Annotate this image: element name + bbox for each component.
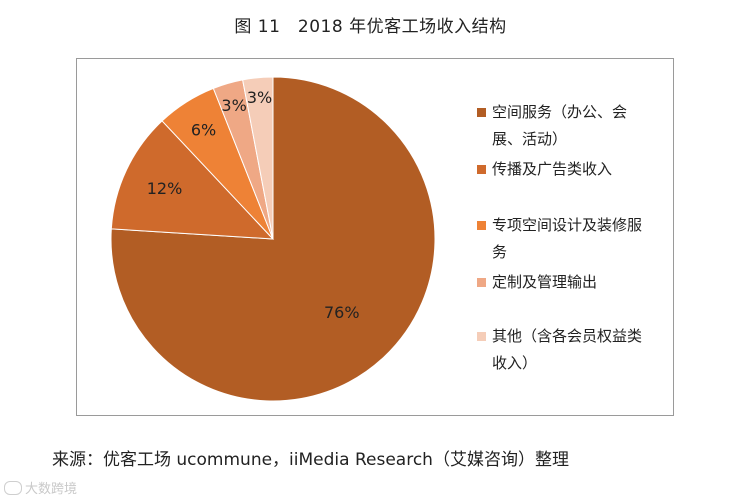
legend-label: 专项空间设计及装修服务 [492, 216, 643, 261]
legend-item-advertising: 传播及广告类收入 [477, 156, 652, 183]
data-label: 76% [324, 303, 360, 322]
legend-item-management-output: 定制及管理输出 [477, 269, 652, 296]
legend-item-design-renovation: 专项空间设计及装修服务 [477, 212, 652, 266]
chart-title: 图 11 2018 年优客工场收入结构 [234, 17, 507, 37]
legend-label: 其他（含各会员权益类收入） [492, 327, 643, 372]
pie-chart: 76% 12% 6% 3% 3% [110, 76, 436, 402]
legend-swatch [477, 108, 486, 117]
legend-label: 传播及广告类收入 [492, 160, 613, 178]
watermark-logo-icon [4, 480, 22, 495]
legend-label: 定制及管理输出 [492, 273, 598, 291]
data-label: 3% [221, 96, 246, 115]
pie-slice-advertising [110, 120, 275, 240]
legend-swatch [477, 165, 486, 174]
source-note: 来源：优客工场 ucommune，iiMedia Research（艾媒咨询）整… [52, 450, 569, 470]
chart-area: 76% 12% 6% 3% 3% 空间服务（办公、会展、活动） 传播及广告类收入 专项空… [76, 58, 674, 416]
data-label: 6% [191, 121, 216, 140]
pie-slice-other [242, 76, 274, 240]
legend-swatch [477, 278, 486, 287]
watermark: 大数跨境 [4, 478, 77, 497]
data-label: 12% [147, 179, 183, 198]
legend-swatch [477, 332, 486, 341]
legend-label: 空间服务（办公、会展、活动） [492, 103, 628, 148]
legend-item-space-services: 空间服务（办公、会展、活动） [477, 99, 652, 153]
legend-swatch [477, 221, 486, 230]
watermark-text: 大数跨境 [25, 482, 78, 497]
legend-item-other: 其他（含各会员权益类收入） [477, 323, 652, 377]
data-label: 3% [247, 88, 272, 107]
